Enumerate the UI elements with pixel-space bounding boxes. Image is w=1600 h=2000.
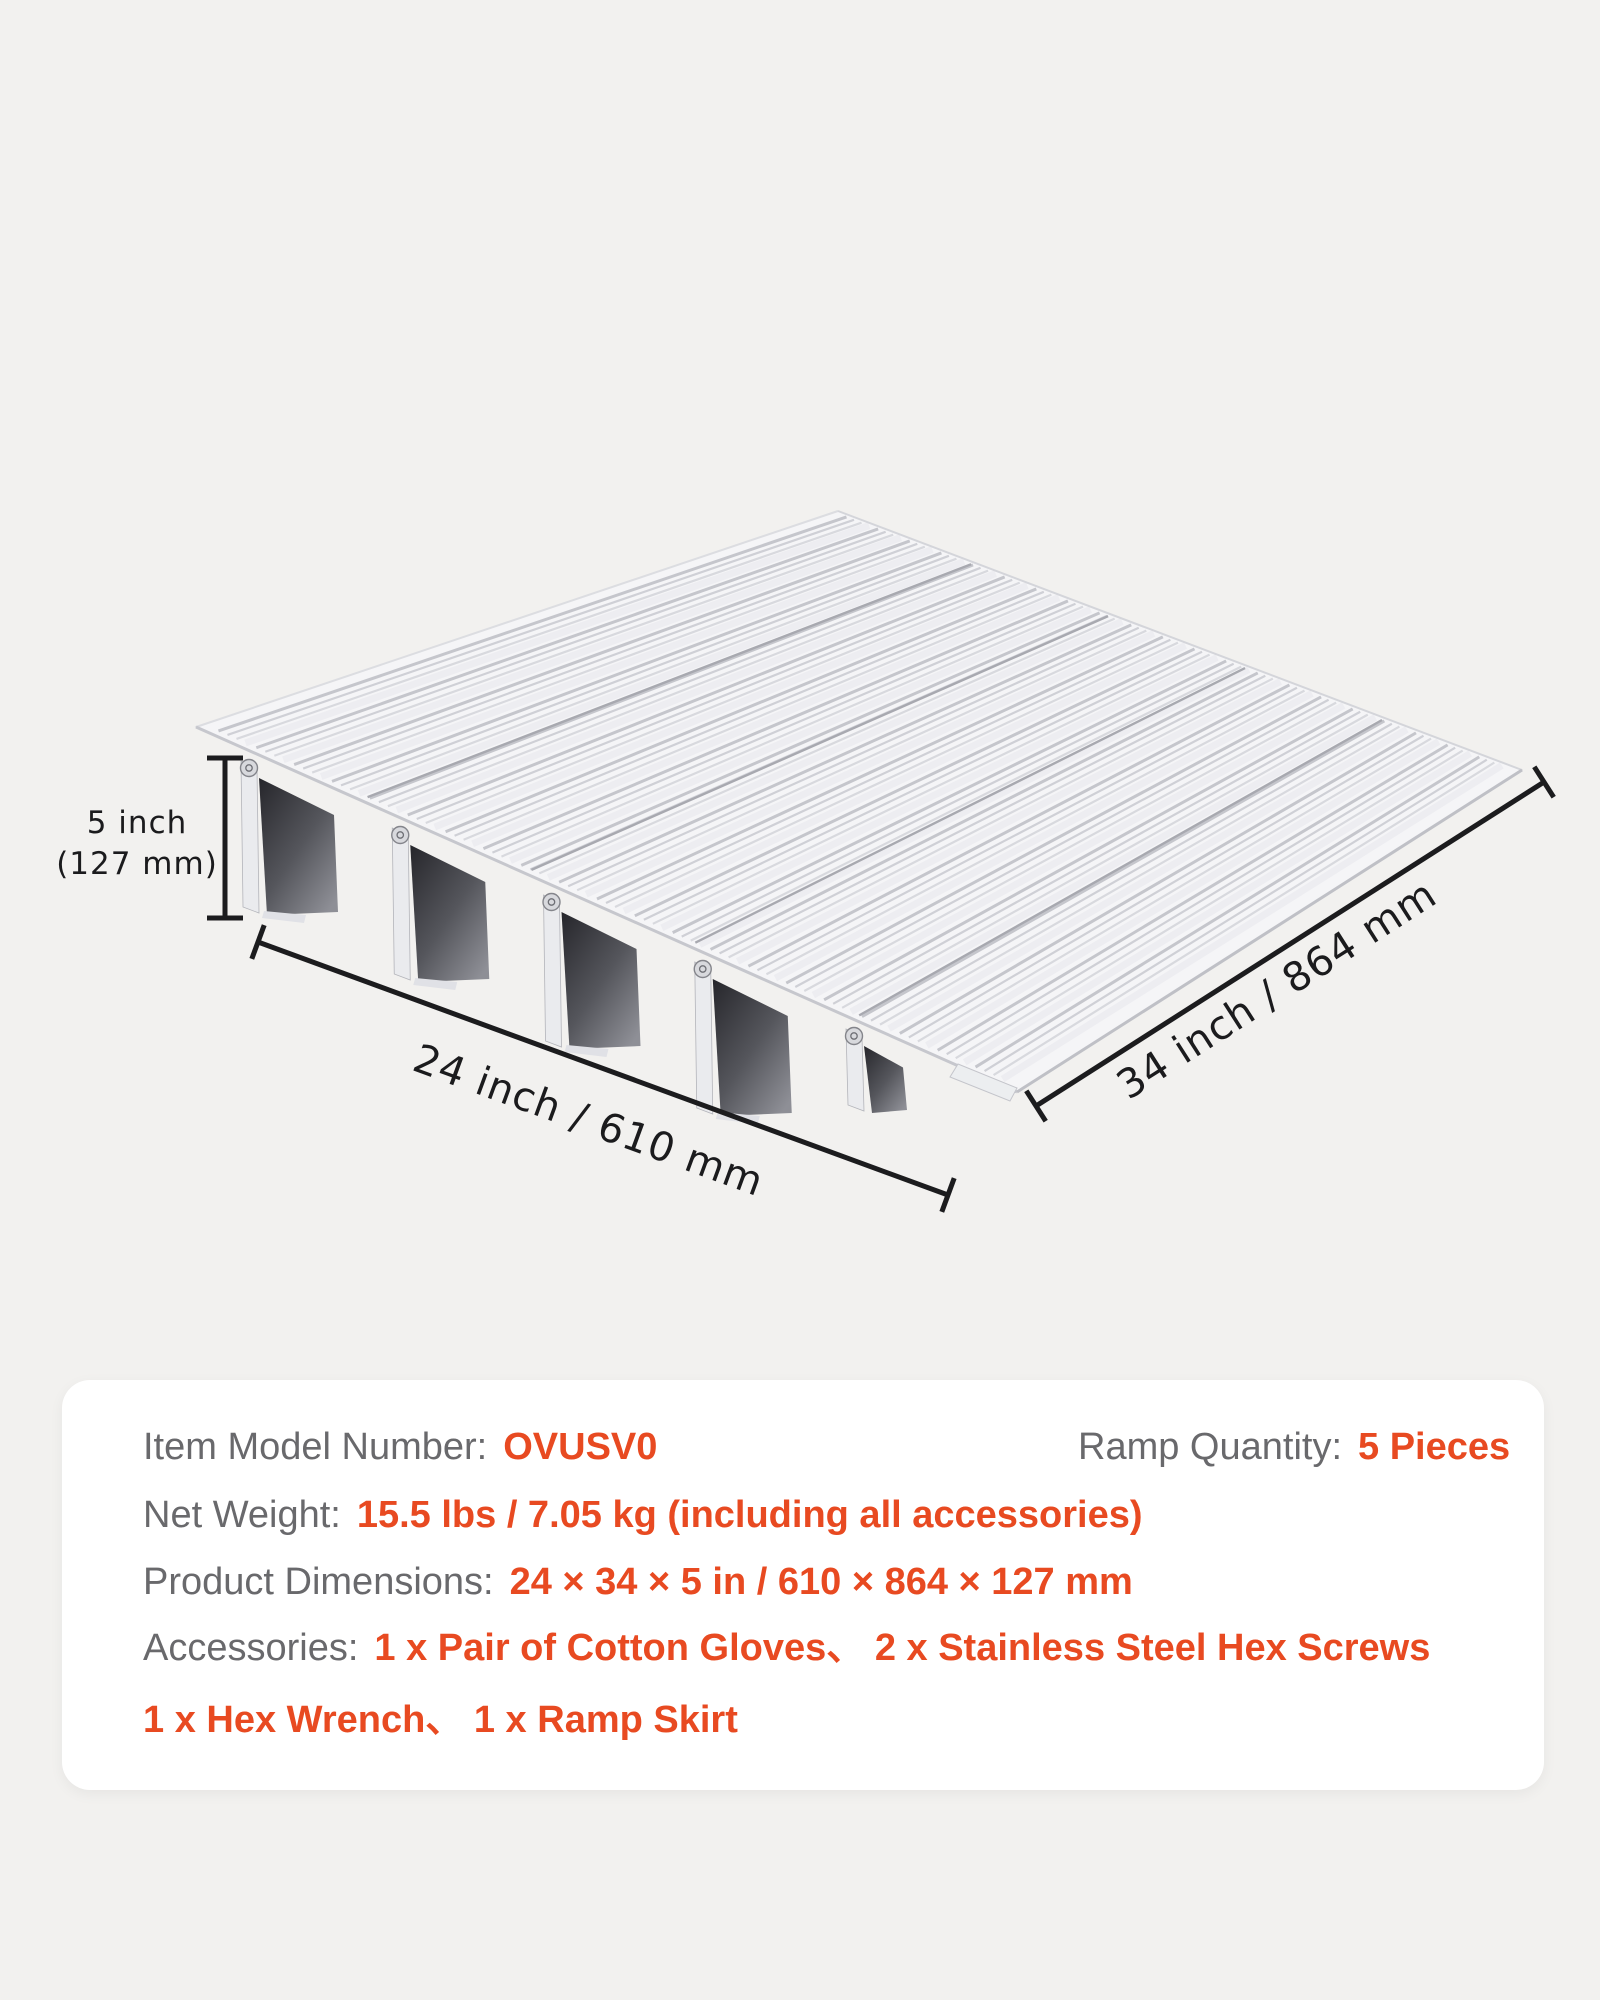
spec-value-weight: 15.5 lbs / 7.05 kg (including all access… <box>356 1494 1143 1536</box>
spec-row-weight: Net Weight: 15.5 lbs / 7.05 kg (including… <box>143 1493 1143 1537</box>
ramp-support-fins <box>239 758 907 1124</box>
screw-icon <box>391 825 410 845</box>
spec-label-weight: Net Weight: <box>143 1494 341 1536</box>
width-dimension <box>1024 765 1556 1123</box>
ramp-deck-ridges <box>217 515 1504 1083</box>
ramp-front-foot <box>949 1063 1018 1102</box>
spec-value-accessories: 1 x Pair of Cotton Gloves、 2 x Stainless… <box>374 1627 1431 1669</box>
spec-row-accessories-line2: 1 x Hex Wrench、 1 x Ramp Skirt <box>143 1698 738 1742</box>
screw-icon <box>239 758 259 778</box>
spec-row-quantity: Ramp Quantity: 5 Pieces <box>1078 1425 1510 1469</box>
spec-value-quantity: 5 Pieces <box>1358 1426 1511 1468</box>
spec-label-accessories: Accessories: <box>143 1627 359 1669</box>
spec-row-accessories: Accessories: 1 x Pair of Cotton Gloves、 2… <box>143 1626 1430 1670</box>
spec-label-dimensions: Product Dimensions: <box>143 1561 494 1603</box>
screw-icon <box>542 892 561 912</box>
spec-card: Item Model Number: OVUSV0 Ramp Quantity: 5… <box>62 1380 1544 1790</box>
screw-icon <box>693 959 712 979</box>
spec-value-dimensions: 24 × 34 × 5 in / 610 × 864 × 127 mm <box>509 1561 1133 1603</box>
spec-row-dimensions: Product Dimensions: 24 × 34 × 5 in / 610 … <box>143 1560 1133 1604</box>
screw-icon <box>844 1026 864 1046</box>
spec-label-model: Item Model Number: <box>143 1426 488 1468</box>
spec-value-model: OVUSV0 <box>503 1426 658 1468</box>
depth-dimension <box>249 924 957 1213</box>
height-dimension <box>207 755 243 921</box>
spec-value-accessories-line2: 1 x Hex Wrench、 1 x Ramp Skirt <box>143 1699 738 1741</box>
threshold-ramp-illustration: 5 inch (127 mm) 24 inch / 610 mm 34 inch… <box>56 510 1556 1213</box>
height-dimension-label-line1: 5 inch <box>87 805 188 841</box>
spec-row-model: Item Model Number: OVUSV0 <box>143 1425 657 1469</box>
ramp-deck-edges <box>195 510 1523 1094</box>
height-dimension-label-line2: (127 mm) <box>56 846 218 882</box>
spec-label-quantity: Ramp Quantity: <box>1078 1426 1342 1468</box>
product-diagram: 5 inch (127 mm) 24 inch / 610 mm 34 inch… <box>56 510 1556 1213</box>
